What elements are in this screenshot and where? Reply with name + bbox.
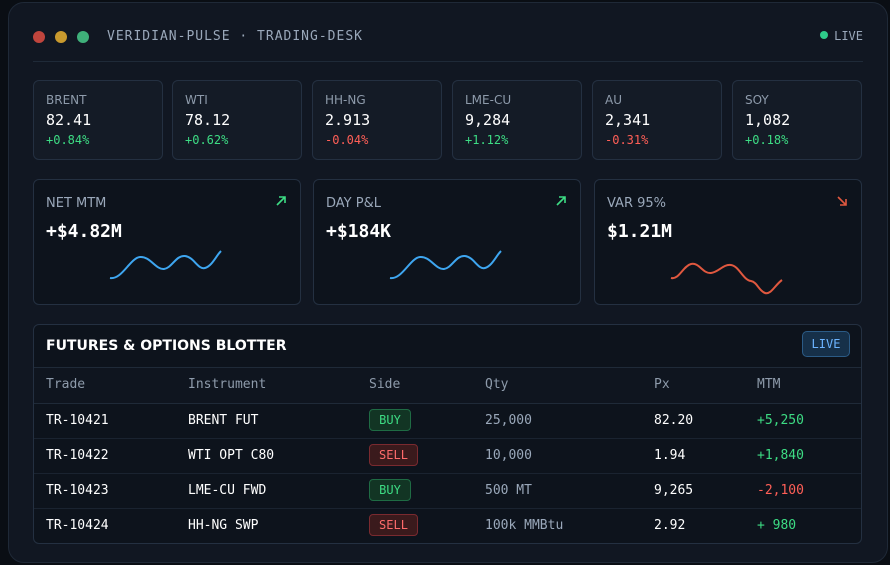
mtm-value: -2,100: [757, 483, 804, 498]
kpi-card-var-95[interactable]: VAR 95% $1.21M: [594, 179, 862, 305]
kpi-value: +$4.82M: [46, 221, 122, 242]
ticker-change: -0.31%: [605, 133, 649, 147]
ticker-card-wti[interactable]: WTI 78.12 +0.62%: [172, 80, 302, 160]
quantity: 10,000: [485, 448, 532, 463]
kpi-value: +$184K: [326, 221, 392, 242]
instrument: WTI OPT C80: [188, 448, 275, 463]
trade-id: TR-10422: [46, 448, 109, 463]
column-header-mtm[interactable]: MTM: [757, 377, 781, 392]
ticker-card-hh-ng[interactable]: HH-NG 2.913 -0.04%: [312, 80, 442, 160]
table-row[interactable]: TR-10424 HH-NG SWP SELL 100k MMBtu 2.92 …: [34, 508, 861, 543]
ticker-symbol: AU: [605, 93, 622, 107]
kpi-card-net-mtm[interactable]: NET MTM +$4.82M: [33, 179, 301, 305]
kpi-value: $1.21M: [607, 221, 673, 242]
blotter-header-row: Trade Instrument Side Qty Px MTM: [34, 367, 861, 404]
blotter-title: FUTURES & OPTIONS BLOTTER: [46, 338, 287, 354]
ticker-price: 2,341: [605, 111, 651, 129]
column-header-side[interactable]: Side: [369, 377, 401, 392]
arrow-down-right-icon: [837, 196, 847, 206]
live-toggle-button[interactable]: LIVE: [802, 331, 850, 357]
mtm-value: +5,250: [757, 413, 804, 428]
instrument: LME-CU FWD: [188, 483, 267, 498]
side-badge: BUY: [369, 409, 411, 431]
ticker-price: 82.41: [46, 111, 92, 129]
ticker-price: 9,284: [465, 111, 511, 129]
ticker-change: +0.62%: [185, 133, 229, 147]
quantity: 100k MMBtu: [485, 518, 564, 533]
kpi-card-day-pnl[interactable]: DAY P&L +$184K: [313, 179, 581, 305]
mtm-value: + 980: [757, 518, 797, 533]
app-window: VERIDIAN-PULSE · TRADING-DESK LIVE BRENT…: [8, 2, 888, 563]
table-row[interactable]: TR-10423 LME-CU FWD BUY 500 MT 9,265 -2,…: [34, 473, 861, 509]
app-title: VERIDIAN-PULSE · TRADING-DESK: [107, 29, 363, 44]
side-badge: SELL: [369, 444, 418, 466]
side-badge: SELL: [369, 514, 418, 536]
ticker-change: +1.12%: [465, 133, 509, 147]
quantity: 500 MT: [485, 483, 532, 498]
ticker-price: 78.12: [185, 111, 231, 129]
kpi-label: DAY P&L: [326, 196, 381, 211]
sparkline-chart: [109, 250, 222, 280]
arrow-up-right-icon: [276, 196, 286, 206]
price: 1.94: [654, 448, 686, 463]
ticker-symbol: WTI: [185, 93, 208, 107]
price: 9,265: [654, 483, 694, 498]
column-header-qty[interactable]: Qty: [485, 377, 509, 392]
sparkline-chart: [389, 250, 502, 280]
arrow-up-right-icon: [556, 196, 566, 206]
sparkline-chart: [670, 262, 783, 295]
column-header-px[interactable]: Px: [654, 377, 670, 392]
ticker-change: +0.18%: [745, 133, 789, 147]
live-status-label: LIVE: [834, 29, 863, 43]
trade-id: TR-10423: [46, 483, 109, 498]
ticker-card-soy[interactable]: SOY 1,082 +0.18%: [732, 80, 862, 160]
side-badge: BUY: [369, 479, 411, 501]
ticker-price: 2.913: [325, 111, 371, 129]
ticker-change: +0.84%: [46, 133, 90, 147]
blotter-panel: FUTURES & OPTIONS BLOTTER LIVE Trade Ins…: [33, 324, 862, 544]
instrument: BRENT FUT: [188, 413, 259, 428]
title-bar: VERIDIAN-PULSE · TRADING-DESK LIVE: [33, 3, 863, 62]
live-status-indicator: LIVE: [820, 29, 863, 43]
column-header-trade[interactable]: Trade: [46, 377, 86, 392]
maximize-window-dot[interactable]: [77, 31, 89, 43]
ticker-card-brent[interactable]: BRENT 82.41 +0.84%: [33, 80, 163, 160]
ticker-change: -0.04%: [325, 133, 369, 147]
table-row[interactable]: TR-10422 WTI OPT C80 SELL 10,000 1.94 +1…: [34, 438, 861, 474]
ticker-card-au[interactable]: AU 2,341 -0.31%: [592, 80, 722, 160]
live-dot-icon: [820, 31, 829, 39]
instrument: HH-NG SWP: [188, 518, 259, 533]
ticker-symbol: BRENT: [46, 93, 87, 107]
price: 82.20: [654, 413, 694, 428]
table-row[interactable]: TR-10421 BRENT FUT BUY 25,000 82.20 +5,2…: [34, 403, 861, 439]
minimize-window-dot[interactable]: [55, 31, 67, 43]
column-header-instrument[interactable]: Instrument: [188, 377, 267, 392]
price: 2.92: [654, 518, 686, 533]
ticker-card-lme-cu[interactable]: LME-CU 9,284 +1.12%: [452, 80, 582, 160]
ticker-price: 1,082: [745, 111, 791, 129]
quantity: 25,000: [485, 413, 532, 428]
ticker-symbol: HH-NG: [325, 93, 366, 107]
mtm-value: +1,840: [757, 448, 804, 463]
kpi-label: VAR 95%: [607, 196, 667, 211]
trade-id: TR-10421: [46, 413, 109, 428]
ticker-symbol: LME-CU: [465, 93, 512, 107]
close-window-dot[interactable]: [33, 31, 45, 43]
ticker-symbol: SOY: [745, 93, 769, 107]
trade-id: TR-10424: [46, 518, 109, 533]
kpi-label: NET MTM: [46, 196, 107, 211]
